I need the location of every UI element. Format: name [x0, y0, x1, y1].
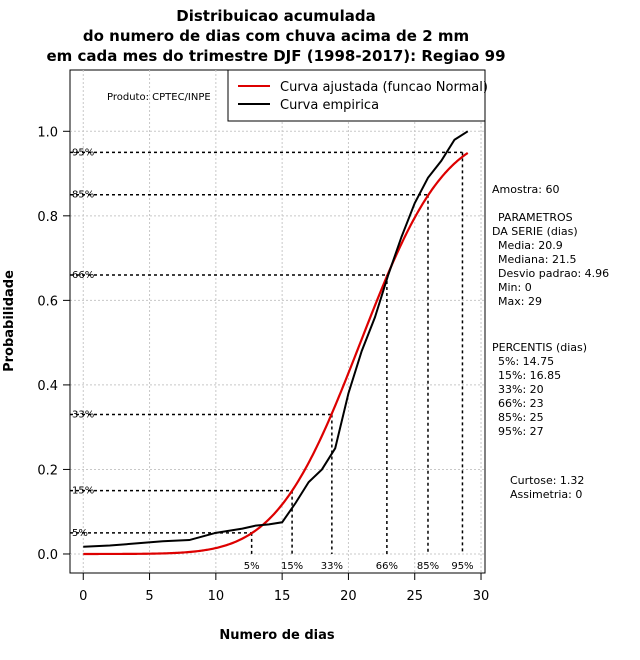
stats-percentil-15: 15%: 16.85: [498, 369, 561, 382]
plot-frame: [69, 69, 486, 574]
stats-params-title-1: PARAMETROS: [498, 211, 573, 224]
stats-percentil-85: 85%: 25: [498, 411, 544, 424]
stats-percentil-33: 33%: 20: [498, 383, 544, 396]
y-tick-label: 0.0: [37, 548, 58, 563]
legend-box: [227, 69, 486, 122]
y-tick-label: 0.4: [37, 379, 58, 394]
x-tick-label: 20: [340, 589, 357, 604]
stats-param-mean: Media: 20.9: [498, 239, 563, 252]
x-tick-label: 30: [473, 589, 490, 604]
percentile-y-label: 15%: [72, 486, 94, 497]
x-tick-label: 0: [79, 589, 87, 604]
stats-assimetria: Assimetria: 0: [510, 488, 582, 501]
legend-label-empirical: Curva empirica: [280, 98, 379, 113]
x-tick-label: 25: [406, 589, 423, 604]
percentile-x-label: 5%: [244, 561, 260, 572]
x-tick-label: 5: [145, 589, 153, 604]
percentile-y-label: 66%: [72, 270, 94, 281]
stats-param-min: Min: 0: [498, 281, 532, 294]
percentile-x-label: 95%: [451, 561, 473, 572]
title-line-2: do numero de dias com chuva acima de 2 m…: [83, 27, 469, 45]
empirical-curve: [83, 130, 469, 548]
stats-param-sd: Desvio padrao: 4.96: [498, 267, 609, 280]
stats-sample: Amostra: 60: [492, 183, 559, 196]
stats-param-max: Max: 29: [498, 295, 542, 308]
percentile-x-label: 33%: [321, 561, 343, 572]
stats-percentil-66: 66%: 23: [498, 397, 544, 410]
percentile-x-label: 15%: [281, 561, 303, 572]
stats-params-title-2: DA SERIE (dias): [492, 225, 578, 238]
title-line-1: Distribuicao acumulada: [176, 7, 375, 25]
stats-panel: Amostra: 60 PARAMETROS DA SERIE (dias) M…: [492, 183, 609, 501]
title-line-3: em cada mes do trimestre DJF (1998-2017)…: [46, 47, 505, 65]
percentile-y-label: 95%: [72, 147, 94, 158]
percentile-markers: 5% 5% 15% 15% 33% 33% 66% 66% 85% 85% 95% 95%: [70, 147, 474, 572]
x-axis-title: Numero de dias: [219, 628, 335, 643]
percentile-y-label: 33%: [72, 409, 94, 420]
y-tick-label: 1.0: [37, 125, 58, 140]
x-tick-label: 15: [274, 589, 291, 604]
y-tick-label: 0.8: [37, 210, 58, 225]
grid: [70, 70, 485, 573]
fitted-normal-curve: [83, 152, 469, 556]
percentile-x-label: 85%: [417, 561, 439, 572]
stats-curtose: Curtose: 1.32: [510, 474, 584, 487]
product-label: Produto: CPTEC/INPE: [107, 92, 211, 103]
legend-label-fitted: Curva ajustada (funcao Normal): [280, 80, 488, 95]
y-axis-title: Probabilidade: [2, 270, 17, 372]
percentile-x-label: 66%: [376, 561, 398, 572]
stats-percentil-95: 95%: 27: [498, 425, 544, 438]
percentile-y-label: 85%: [72, 190, 94, 201]
legend: Curva ajustada (funcao Normal) Curva emp…: [227, 69, 488, 122]
percentile-y-label: 5%: [72, 528, 88, 539]
stats-percentil-5: 5%: 14.75: [498, 355, 554, 368]
y-tick-label: 0.2: [37, 463, 58, 478]
stats-param-median: Mediana: 21.5: [498, 253, 576, 266]
y-tick-label: 0.6: [37, 294, 58, 309]
x-tick-label: 10: [208, 589, 225, 604]
axes: 0 5 10 15 20 25 30 0.0 0.2 0.4 0.6 0.8 1.0: [37, 125, 489, 604]
series: [83, 130, 469, 556]
stats-percentis-title: PERCENTIS (dias): [492, 341, 587, 354]
chart-title: Distribuicao acumulada do numero de dias…: [46, 7, 505, 65]
